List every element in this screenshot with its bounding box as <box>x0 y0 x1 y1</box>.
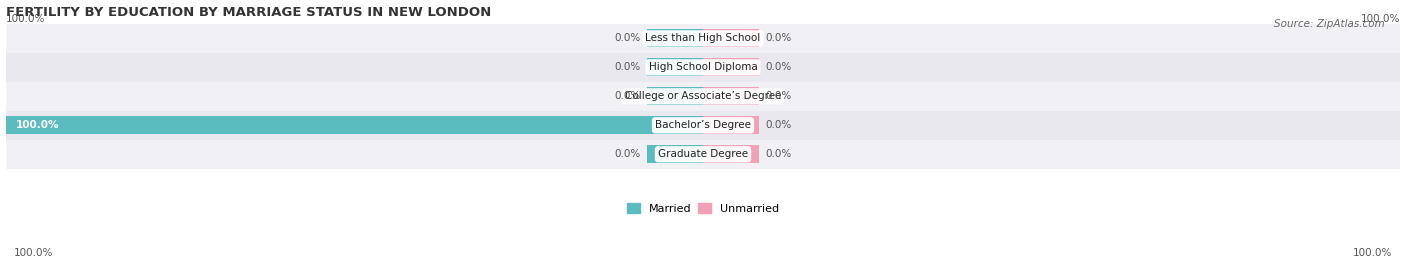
Bar <box>6 53 1400 82</box>
Legend: Married, Unmarried: Married, Unmarried <box>621 199 785 218</box>
Text: Bachelor’s Degree: Bachelor’s Degree <box>655 120 751 130</box>
Bar <box>703 29 759 47</box>
Text: 100.0%: 100.0% <box>15 120 59 130</box>
Bar <box>703 58 759 76</box>
Text: Less than High School: Less than High School <box>645 33 761 43</box>
Bar <box>6 24 1400 53</box>
Bar <box>703 145 759 163</box>
Text: Graduate Degree: Graduate Degree <box>658 149 748 159</box>
Text: 100.0%: 100.0% <box>14 248 53 258</box>
Bar <box>647 29 703 47</box>
Bar <box>6 140 1400 169</box>
Text: 0.0%: 0.0% <box>614 91 640 101</box>
Text: 0.0%: 0.0% <box>766 120 792 130</box>
Bar <box>647 87 703 105</box>
Text: 0.0%: 0.0% <box>766 149 792 159</box>
Text: 0.0%: 0.0% <box>766 91 792 101</box>
Text: Source: ZipAtlas.com: Source: ZipAtlas.com <box>1274 19 1385 29</box>
Text: 100.0%: 100.0% <box>1361 14 1400 24</box>
Bar <box>703 87 759 105</box>
Text: High School Diploma: High School Diploma <box>648 62 758 72</box>
Text: FERTILITY BY EDUCATION BY MARRIAGE STATUS IN NEW LONDON: FERTILITY BY EDUCATION BY MARRIAGE STATU… <box>6 6 491 19</box>
Text: 0.0%: 0.0% <box>614 33 640 43</box>
Text: 100.0%: 100.0% <box>6 14 45 24</box>
Text: 0.0%: 0.0% <box>614 62 640 72</box>
Bar <box>647 58 703 76</box>
Bar <box>6 116 703 134</box>
Text: 100.0%: 100.0% <box>1353 248 1392 258</box>
Bar <box>647 145 703 163</box>
Text: 0.0%: 0.0% <box>766 33 792 43</box>
Bar <box>6 111 1400 140</box>
Bar <box>703 116 759 134</box>
Text: College or Associate’s Degree: College or Associate’s Degree <box>624 91 782 101</box>
Text: 0.0%: 0.0% <box>614 149 640 159</box>
Text: 0.0%: 0.0% <box>766 62 792 72</box>
Bar <box>6 82 1400 111</box>
